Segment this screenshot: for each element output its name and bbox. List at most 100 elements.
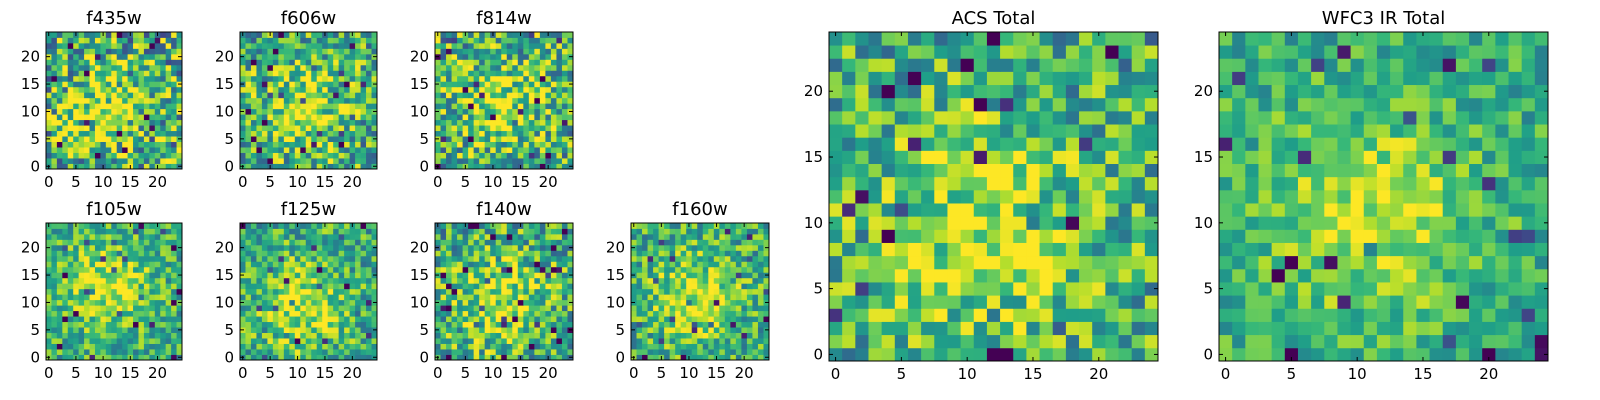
heatmap-cell	[171, 53, 177, 60]
heatmap-cell	[675, 255, 682, 262]
heatmap-cell	[752, 272, 759, 279]
heatmap-cell	[316, 119, 323, 126]
heatmap-cell	[746, 349, 753, 355]
heatmap-cell	[78, 299, 85, 306]
heatmap-cell	[355, 147, 361, 153]
heatmap-cell	[1065, 347, 1080, 362]
heatmap-cell	[528, 255, 535, 262]
heatmap-cell	[653, 239, 659, 246]
heatmap-cell	[545, 250, 552, 257]
axes-frame	[630, 222, 770, 361]
heatmap-cell	[111, 310, 118, 317]
heatmap-cell	[440, 321, 447, 328]
heatmap-cell	[105, 81, 112, 88]
heatmap-cell	[355, 53, 361, 60]
heatmap-cell	[669, 288, 676, 295]
heatmap-cell	[484, 294, 491, 301]
heatmap-cell	[154, 327, 161, 333]
heatmap-cell	[138, 108, 145, 115]
heatmap-cell	[94, 125, 101, 132]
heatmap-cell	[495, 283, 502, 290]
heatmap-cell	[934, 229, 948, 243]
heatmap-cell	[746, 228, 753, 235]
heatmap-cell	[316, 261, 323, 268]
heatmap-cell	[435, 97, 441, 104]
heatmap-cell	[567, 277, 574, 284]
heatmap-cell	[250, 136, 257, 142]
heatmap-cell	[176, 48, 183, 55]
heatmap-cell	[327, 261, 334, 268]
heatmap-cell	[62, 125, 69, 132]
heatmap-cell	[116, 92, 123, 99]
heatmap-cell	[366, 316, 372, 323]
heatmap-cell	[1000, 216, 1014, 230]
heatmap-cell	[561, 327, 568, 333]
heatmap-cell	[283, 332, 290, 339]
heatmap-cell	[713, 261, 720, 268]
heatmap-cell	[730, 266, 737, 273]
heatmap-cell	[46, 37, 52, 44]
heatmap-cell	[240, 294, 246, 301]
heatmap-cell	[636, 244, 643, 251]
y-tick-label: 10	[410, 293, 429, 311]
heatmap-cell	[149, 332, 156, 339]
heatmap-cell	[322, 152, 329, 159]
heatmap-cell	[1000, 321, 1014, 336]
heatmap-cell	[1144, 189, 1159, 204]
heatmap-cell	[100, 158, 107, 164]
heatmap-cell	[506, 53, 513, 60]
heatmap-cell	[105, 108, 112, 115]
heatmap-cell	[56, 343, 63, 350]
heatmap-cell	[165, 42, 172, 49]
heatmap-cell	[855, 334, 869, 349]
heatmap-cell	[100, 70, 107, 77]
heatmap-cell	[1000, 282, 1014, 296]
heatmap-cell	[272, 86, 279, 93]
heatmap-cell	[523, 343, 530, 350]
heatmap-cell	[724, 343, 731, 350]
heatmap-cell	[534, 316, 541, 323]
heatmap-cell	[907, 189, 922, 204]
heatmap-cell	[133, 97, 139, 104]
heatmap-cell	[1144, 176, 1159, 191]
heatmap-cell	[149, 75, 156, 82]
heatmap-cell	[371, 250, 378, 257]
heatmap-cell	[267, 119, 274, 126]
heatmap-cell	[735, 239, 742, 246]
heatmap-cell	[534, 64, 541, 71]
heatmap-cell	[556, 125, 563, 132]
heatmap-cell	[512, 327, 519, 333]
heatmap-cell	[94, 136, 101, 142]
heatmap-cell	[62, 343, 69, 350]
heatmap-cell	[881, 242, 896, 257]
heatmap-cell	[446, 332, 452, 339]
heatmap-cell	[457, 147, 463, 153]
heatmap-cell	[523, 42, 530, 49]
heatmap-cell	[1144, 321, 1159, 336]
heatmap-cell	[176, 228, 183, 235]
heatmap-cell	[746, 255, 753, 262]
heatmap-cell	[105, 283, 112, 290]
heatmap-cell	[550, 92, 557, 99]
heatmap-cell	[735, 299, 742, 306]
x-tick-label: 15	[315, 173, 334, 191]
heatmap-cell	[468, 141, 475, 148]
heatmap-cell	[165, 327, 172, 333]
heatmap-cell	[160, 261, 167, 268]
heatmap-cell	[440, 37, 447, 44]
heatmap-cell	[316, 108, 323, 115]
heatmap-cell	[73, 233, 80, 240]
heatmap-cell	[316, 288, 323, 295]
heatmap-cell	[468, 92, 475, 99]
heatmap-cell	[440, 233, 447, 240]
heatmap-cell	[440, 261, 447, 268]
heatmap-cell	[556, 244, 563, 251]
heatmap-cell	[316, 70, 323, 77]
heatmap-cell	[757, 343, 764, 350]
y-tick-label: 20	[410, 48, 429, 66]
heatmap-cell	[261, 86, 268, 93]
heatmap-cell	[713, 283, 720, 290]
heatmap-cell	[440, 53, 447, 60]
heatmap-cell	[267, 141, 274, 148]
